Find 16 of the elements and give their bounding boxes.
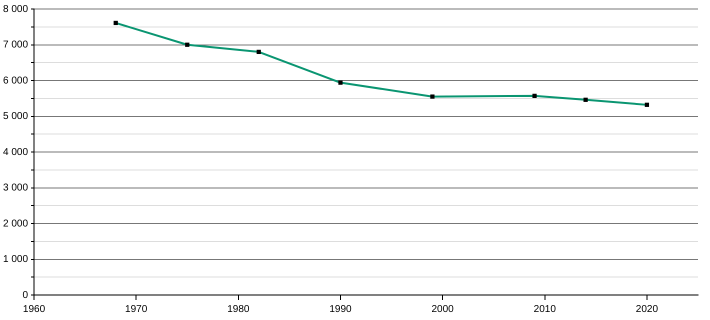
x-tick-label: 1990 [329,304,352,315]
x-tick-label: 1970 [125,304,148,315]
y-tick-label: 7 000 [2,40,28,50]
y-tick-label: 3 000 [2,182,28,194]
x-tick-label: 1980 [227,304,250,315]
y-tick-label: 2 000 [2,218,28,230]
x-tick-label: 2020 [636,304,658,315]
y-tick-label: 4 000 [2,146,28,158]
y-tick-label: 0 [22,290,28,301]
y-tick-label: 1 000 [2,254,28,265]
y-tick-label: 5 000 [2,111,28,122]
y-tick-label: 6 000 [2,75,28,86]
x-tick-label: 2000 [432,304,454,315]
x-tick-label: 2010 [534,304,556,315]
y-tick-label: 8 000 [2,4,28,15]
x-tick-label: 1960 [22,304,46,315]
